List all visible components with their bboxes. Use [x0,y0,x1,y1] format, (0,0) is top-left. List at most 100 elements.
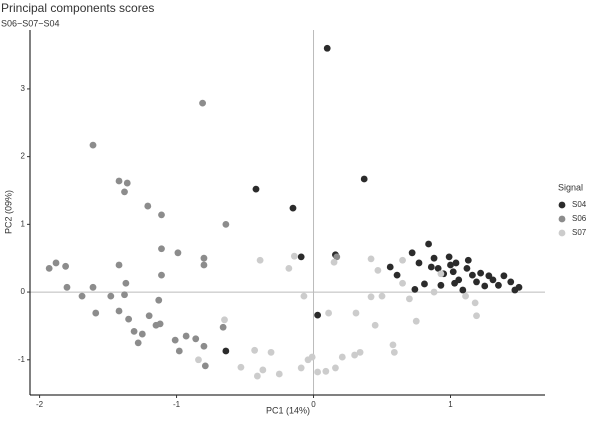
point [158,211,165,219]
point [473,312,480,320]
point [393,271,401,279]
legend-marker [558,215,566,223]
point [374,266,382,274]
point [500,272,508,280]
y-tick-label: 0 [21,287,26,296]
y-tick-label: 2 [21,152,26,161]
point [121,188,128,196]
point [130,327,138,335]
point [408,249,416,257]
point [481,282,489,290]
point [115,307,123,315]
point [275,370,283,378]
point [469,271,476,279]
point [445,253,453,261]
point [251,346,259,354]
point [171,336,179,344]
point [237,363,245,371]
chart-title: Principal components scores [1,1,154,15]
point [297,253,305,261]
x-tick-label: -1 [173,400,181,409]
x-tick-label: 0 [311,400,316,409]
point [297,364,305,372]
point [399,256,406,264]
chart-subtitle: S06−S07−S04 [1,18,60,28]
point [107,292,115,300]
point [338,353,346,361]
point [352,309,360,317]
point [367,255,375,263]
point [452,259,460,267]
point [155,296,163,304]
point [378,292,386,300]
point [411,285,419,293]
legend-title: Signal [558,182,583,192]
point [192,335,200,343]
legend-label: S04 [572,200,587,209]
point [471,299,479,307]
x-tick-label: 1 [448,400,453,409]
point [360,175,368,183]
point [462,292,469,300]
point [221,316,228,324]
point [92,309,100,317]
point [289,204,297,212]
point [430,288,438,296]
point [434,264,442,272]
point [351,351,359,359]
point [122,279,130,287]
point [290,252,298,260]
point [182,332,190,340]
point [406,295,413,303]
point [145,312,153,320]
point [256,256,264,264]
legend-marker [558,229,566,237]
point [399,279,406,287]
point [371,321,379,329]
point [390,348,398,356]
point [45,264,53,272]
point [459,286,467,294]
y-tick-label: -1 [18,355,26,364]
point [267,348,275,356]
point [62,262,70,270]
point [389,341,397,349]
point [515,283,523,291]
point [427,263,435,271]
point [507,278,515,286]
x-axis-label: PC1 (14%) [266,405,310,415]
point [125,315,133,323]
y-axis-label: PC2 (09%) [3,190,13,234]
point [415,259,423,267]
point [121,291,128,299]
legend-label: S06 [572,214,587,223]
point [222,347,230,355]
point [144,202,152,210]
point [156,320,164,328]
point [158,245,165,253]
point [138,330,146,338]
point [463,264,471,272]
point [285,264,293,272]
y-tick-label: 1 [21,219,26,228]
point [322,367,330,375]
point [134,339,142,347]
legend-label: S07 [572,228,587,237]
point [89,283,97,291]
point [323,44,331,52]
point [123,179,131,187]
y-tick-label: 3 [21,84,26,93]
point [425,240,432,248]
point [330,258,338,266]
point [222,220,230,228]
point [477,269,485,277]
point [367,293,375,301]
point [332,364,339,372]
point [252,185,260,193]
point [489,276,497,284]
point [437,281,445,289]
point [437,270,445,278]
point [473,278,480,286]
point [314,311,322,319]
